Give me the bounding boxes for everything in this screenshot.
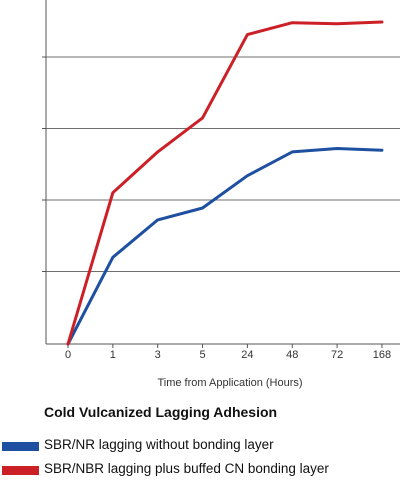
gridlines xyxy=(42,56,400,272)
series-line-2 xyxy=(66,20,384,346)
chart: 0 1 3 5 24 48 72 168 Time from Application (Hou… xyxy=(42,0,400,389)
legend-label: SBR/NBR lagging plus buffed CN bonding l… xyxy=(44,461,329,476)
x-axis-ticks: 0 1 3 5 24 48 72 168 xyxy=(65,344,391,361)
legend-swatch-red xyxy=(2,466,39,475)
x-tick-label: 0 xyxy=(65,349,71,361)
legend-item-sbr-nr: SBR/NR lagging without bonding layer xyxy=(0,437,400,454)
legend-label: SBR/NR lagging without bonding layer xyxy=(44,437,274,452)
x-tick-label: 3 xyxy=(155,349,161,361)
x-tick-label: 72 xyxy=(331,349,343,361)
x-axis-title: Time from Application (Hours) xyxy=(157,377,302,389)
x-tick-label: 168 xyxy=(373,349,391,361)
x-tick-label: 48 xyxy=(286,349,298,361)
legend-item-sbr-nbr: SBR/NBR lagging plus buffed CN bonding l… xyxy=(0,461,400,478)
x-tick-label: 5 xyxy=(199,349,205,361)
x-tick-label: 1 xyxy=(110,349,116,361)
legend-swatch-blue xyxy=(2,442,39,451)
x-tick-label: 24 xyxy=(241,349,253,361)
series-lines xyxy=(66,20,384,346)
series-line-1 xyxy=(66,147,384,346)
legend-title: Cold Vulcanized Lagging Adhesion xyxy=(44,404,278,420)
